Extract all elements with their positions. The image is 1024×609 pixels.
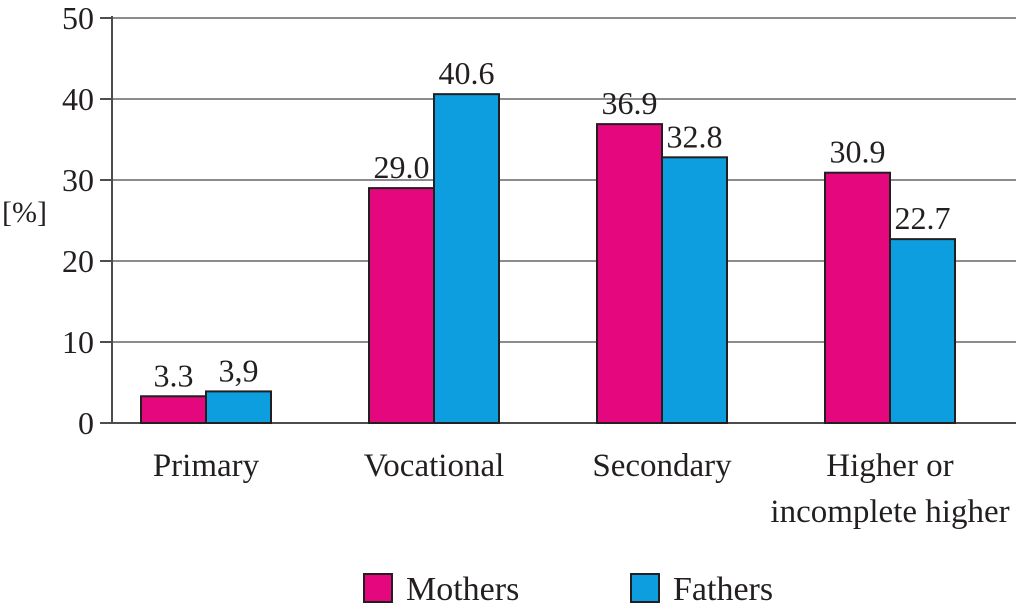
category-label: Vocational bbox=[364, 448, 505, 484]
bar-fathers bbox=[661, 156, 728, 424]
bar-mothers bbox=[140, 395, 207, 424]
data-label-mothers: 30.9 bbox=[830, 134, 886, 170]
data-label-fathers: 40.6 bbox=[439, 55, 495, 91]
bar-mothers bbox=[824, 171, 891, 424]
category-label: incomplete higher bbox=[770, 494, 1009, 530]
y-tick-label: 40 bbox=[62, 81, 94, 117]
y-tick-label: 0 bbox=[78, 405, 94, 441]
y-tick-label: 20 bbox=[62, 243, 94, 279]
y-axis-label: [%] bbox=[2, 196, 47, 229]
data-label-fathers: 32.8 bbox=[667, 118, 723, 154]
legend-label-mothers: Mothers bbox=[406, 571, 519, 604]
legend-label-fathers: Fathers bbox=[673, 571, 773, 604]
bars bbox=[140, 93, 956, 425]
data-label-fathers: 22.7 bbox=[895, 200, 951, 236]
category-label: Higher or bbox=[826, 448, 953, 484]
data-labels: 3.3 3,9 29.0 40.6 36.932.8 30.922.7 bbox=[154, 55, 951, 393]
y-tick-label: 10 bbox=[62, 324, 94, 360]
category-label: Primary bbox=[153, 448, 260, 484]
data-label-mothers: 36.9 bbox=[602, 85, 658, 121]
bar-fathers bbox=[889, 238, 956, 424]
data-label-mothers: 29.0 bbox=[374, 149, 430, 185]
y-tick-label: 50 bbox=[62, 0, 94, 36]
bar-mothers bbox=[596, 123, 663, 425]
legend-swatch-mothers bbox=[363, 573, 393, 603]
y-tick-label: 30 bbox=[62, 162, 94, 198]
data-label-mothers: 3.3 bbox=[154, 357, 194, 393]
bar-fathers bbox=[433, 93, 500, 424]
category-label: Secondary bbox=[592, 448, 732, 484]
legend: Mothers Fathers bbox=[363, 571, 773, 608]
category-labels: Primary Vocational Secondary Higher or incom… bbox=[153, 448, 1010, 530]
bar-mothers bbox=[368, 187, 435, 424]
bar-fathers bbox=[205, 390, 272, 425]
data-label-fathers: 3,9 bbox=[219, 352, 259, 388]
legend-swatch-fathers bbox=[630, 573, 660, 603]
